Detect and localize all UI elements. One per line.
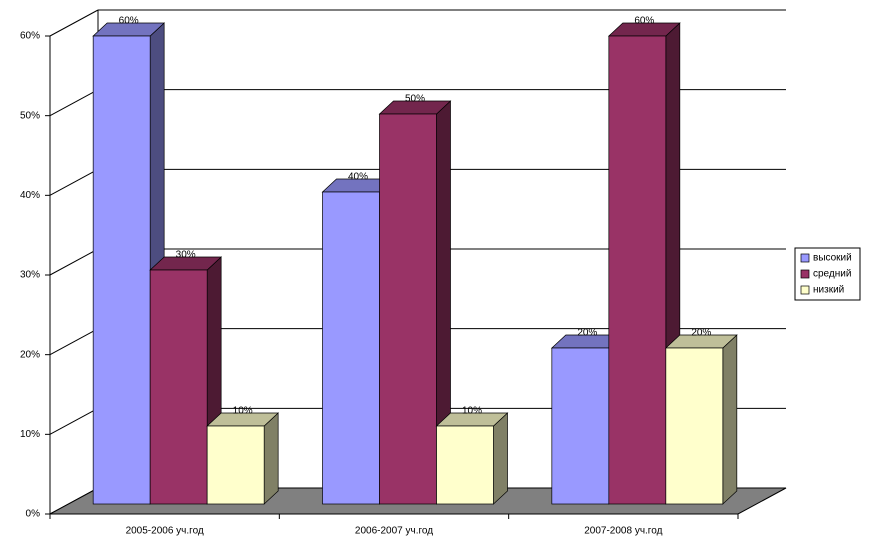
value-label: 40%: [348, 172, 368, 183]
side-grid-line: [49, 89, 99, 117]
side-grid-line: [49, 407, 99, 435]
x-tick-label: 2006-2007 уч.год: [355, 526, 433, 537]
y-tick-label: 0%: [26, 509, 41, 520]
legend-label: низкий: [813, 285, 844, 296]
side-grid-line: [49, 248, 99, 276]
y-tick-label: 60%: [20, 31, 40, 42]
x-tick-label: 2007-2008 уч.год: [584, 526, 662, 537]
side-grid-line: [49, 168, 99, 196]
value-label: 60%: [634, 16, 654, 27]
bar: [92, 35, 151, 505]
legend-label: средний: [813, 269, 851, 280]
bar: [665, 347, 724, 505]
side-grid-line: [49, 328, 99, 356]
y-tick-label: 50%: [20, 110, 40, 121]
bar: [436, 425, 494, 505]
side-grid-line: [49, 9, 99, 37]
value-label: 50%: [405, 94, 425, 105]
value-label: 10%: [233, 406, 253, 417]
bar-side: [263, 412, 279, 505]
legend-label: высокий: [813, 253, 852, 264]
y-tick-label: 10%: [20, 429, 40, 440]
bar: [551, 347, 610, 505]
value-label: 10%: [462, 406, 482, 417]
y-tick-label: 20%: [20, 349, 40, 360]
bar: [608, 35, 667, 505]
value-label: 20%: [577, 328, 597, 339]
y-tick-label: 40%: [20, 190, 40, 201]
value-label: 60%: [119, 16, 139, 27]
y-tick-label: 30%: [20, 270, 40, 281]
value-label: 20%: [691, 328, 711, 339]
bar: [149, 269, 208, 505]
legend-swatch: [800, 285, 810, 295]
legend-swatch: [800, 269, 810, 279]
bar: [379, 113, 437, 505]
bar: [322, 191, 380, 505]
x-tick-label: 2005-2006 уч.год: [126, 526, 204, 537]
value-label: 30%: [176, 250, 196, 261]
bar-side: [722, 334, 738, 505]
bar-side: [493, 412, 508, 505]
bar: [206, 425, 265, 505]
legend-swatch: [800, 253, 810, 263]
